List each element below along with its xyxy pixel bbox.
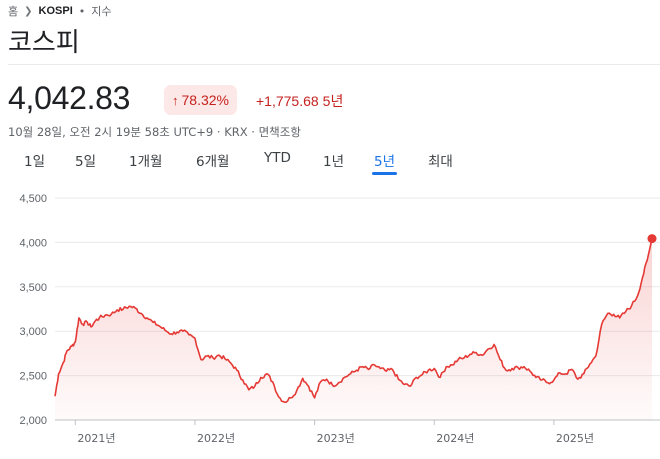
x-tick-label: 2021년 xyxy=(77,432,115,445)
range-tabs: 1일 5일 1개월 6개월 YTD 1년 5년 최대 xyxy=(0,148,660,175)
chevron-right-icon: ❯ xyxy=(24,5,33,17)
tab-max[interactable]: 최대 xyxy=(428,154,453,170)
breadcrumb-home[interactable]: 홈 xyxy=(8,5,19,18)
page-title: 코스피 xyxy=(8,28,80,58)
y-tick-label: 4,000 xyxy=(19,237,47,249)
tab-6m[interactable]: 6개월 xyxy=(196,154,230,170)
breadcrumb-separator: • xyxy=(78,4,86,18)
absolute-change-value: +1,775.68 xyxy=(256,93,319,109)
latest-price-marker[interactable] xyxy=(647,234,657,244)
arrow-up-icon: ↑ xyxy=(172,92,179,108)
x-tick-label: 2025년 xyxy=(556,432,594,445)
tab-1d[interactable]: 1일 xyxy=(24,154,46,170)
price-chart[interactable]: 4,500 4,000 3,500 3,000 2,500 2,000 2021년 2022… xyxy=(0,185,660,459)
tab-5d[interactable]: 5일 xyxy=(75,154,97,170)
change-period: 5년 xyxy=(322,93,344,109)
breadcrumb-ticker: KOSPI xyxy=(38,5,73,17)
y-tick-label: 2,000 xyxy=(19,415,47,427)
percent-change-value: 78.32% xyxy=(181,92,229,108)
quote-meta: 10월 28일, 오전 2시 19분 58초 UTC+9 · KRX · 면책조… xyxy=(8,125,301,139)
x-tick-label: 2022년 xyxy=(197,432,235,445)
tab-1y[interactable]: 1년 xyxy=(323,154,345,170)
price-line xyxy=(54,238,653,403)
price-area xyxy=(55,238,652,420)
y-tick-label: 3,000 xyxy=(19,326,47,338)
percent-change-badge: ↑ 78.32% xyxy=(164,85,237,115)
x-tick-label: 2024년 xyxy=(436,432,474,445)
absolute-change: +1,775.68 5년 xyxy=(256,91,343,111)
x-tick-label: 2023년 xyxy=(317,432,355,445)
breadcrumb-type: 지수 xyxy=(91,5,112,18)
divider xyxy=(8,64,660,65)
tab-ytd[interactable]: YTD xyxy=(264,150,291,166)
y-tick-label: 4,500 xyxy=(19,193,47,205)
current-price: 4,042.83 xyxy=(8,80,131,116)
breadcrumb: 홈 ❯ KOSPI • 지수 xyxy=(8,3,112,19)
tab-1m[interactable]: 1개월 xyxy=(129,154,163,170)
y-tick-label: 3,500 xyxy=(19,282,47,294)
tab-5y[interactable]: 5년 xyxy=(371,150,398,175)
y-tick-label: 2,500 xyxy=(19,371,47,383)
